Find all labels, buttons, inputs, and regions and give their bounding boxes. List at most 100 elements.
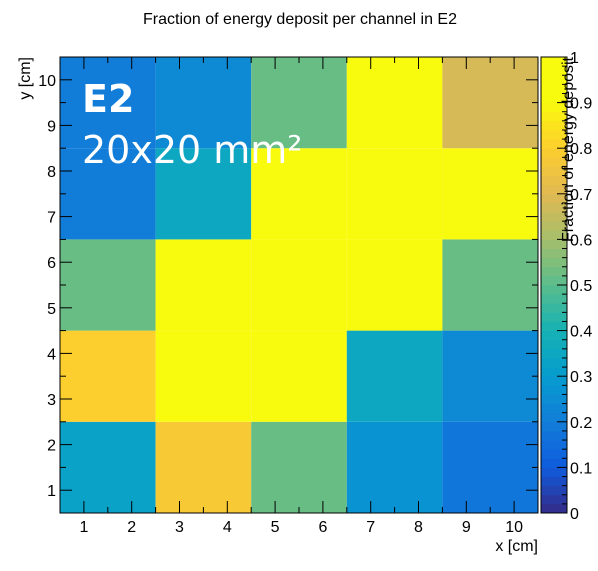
palette-band	[541, 120, 567, 131]
palette-band	[541, 166, 567, 176]
palette-band	[541, 476, 567, 487]
y-tick-label: 8	[47, 164, 56, 181]
heatmap-cell	[346, 239, 443, 331]
heatmap-cell	[442, 330, 538, 422]
palette-band	[541, 111, 567, 122]
heatmap-cell	[60, 239, 156, 331]
palette-band	[541, 157, 567, 167]
palette-band	[541, 339, 567, 350]
palette-band	[541, 275, 567, 286]
palette-band	[541, 449, 567, 459]
palette-band	[541, 193, 567, 204]
heatmap-cell	[251, 239, 347, 331]
z-tick-label: 0.8	[570, 141, 592, 158]
x-tick-label: 8	[414, 519, 423, 536]
heatmap-cell	[251, 148, 347, 240]
y-tick-label: 7	[47, 210, 56, 227]
palette-band	[541, 202, 567, 213]
heatmap-cell	[442, 57, 538, 149]
heatmap-cell	[155, 148, 252, 240]
heatmap-cell	[155, 421, 252, 513]
heatmap-cell	[60, 57, 156, 149]
x-tick-label: 7	[366, 519, 375, 536]
y-tick-label: 2	[47, 438, 56, 455]
heatmap-cell	[60, 421, 156, 513]
palette-band	[541, 93, 567, 103]
y-tick-label: 4	[47, 346, 56, 363]
z-tick-label: 0.2	[570, 415, 592, 432]
palette-band	[541, 385, 567, 395]
x-tick-label: 3	[175, 519, 184, 536]
y-axis-label: y [cm]	[17, 57, 34, 100]
palette-band	[541, 367, 567, 377]
heatmap-cell	[251, 330, 347, 422]
palette-band	[541, 357, 567, 368]
x-tick-label: 9	[462, 519, 471, 536]
palette-band	[541, 494, 567, 505]
heatmap-cell	[60, 148, 156, 240]
palette-band	[541, 129, 567, 140]
x-axis: 1 2 3 4 5 6 7 8 9 10	[59, 57, 539, 536]
palette-band	[541, 376, 567, 386]
palette-band	[541, 348, 567, 359]
palette-band	[541, 66, 567, 76]
heatmap-cell	[442, 421, 538, 513]
palette-band	[541, 321, 567, 331]
palette-band	[541, 175, 567, 186]
z-tick-label: 0.6	[570, 232, 592, 249]
palette-band	[541, 485, 567, 496]
palette-band	[541, 84, 567, 94]
y-tick-label: 10	[38, 73, 56, 90]
heatmap-cell	[346, 57, 443, 149]
x-tick-label: 2	[127, 519, 136, 536]
heatmap-cell	[442, 148, 538, 240]
palette-band	[541, 312, 567, 322]
z-tick-label: 0	[570, 506, 579, 523]
y-tick-label: 5	[47, 301, 56, 318]
y-axis: 1 2 3 4 5 6 7 8 9 10	[38, 56, 538, 514]
z-tick-label: 1	[570, 50, 579, 67]
detector-label: E2	[82, 77, 134, 121]
palette-band	[541, 257, 567, 268]
palette-band	[541, 230, 567, 240]
palette-band	[541, 75, 567, 85]
z-axis-label: Fraction of energy deposit	[560, 56, 577, 242]
palette-band	[541, 102, 567, 113]
palette-band	[541, 294, 567, 304]
palette-band	[541, 430, 567, 441]
heatmap-cells	[60, 57, 538, 513]
palette-band	[541, 221, 567, 231]
y-tick-label: 3	[47, 392, 56, 409]
palette-band	[541, 394, 567, 404]
palette-band	[541, 303, 567, 313]
heatmap-cell	[442, 239, 538, 331]
heatmap-cell	[346, 330, 443, 422]
z-tick-label: 0.5	[570, 278, 592, 295]
x-tick-label: 5	[271, 519, 280, 536]
palette-band	[541, 503, 567, 514]
x-tick-label: 10	[505, 519, 523, 536]
chart-title: Fraction of energy deposit per channel i…	[143, 11, 457, 28]
palette-band	[541, 440, 567, 450]
palette-band	[541, 266, 567, 277]
y-tick-label: 1	[47, 483, 56, 500]
palette-band	[541, 184, 567, 195]
heatmap-cell	[346, 421, 443, 513]
palette-band	[541, 285, 567, 295]
x-tick-label: 1	[79, 519, 88, 536]
z-tick-label: 0.9	[570, 96, 592, 113]
y-tick-label: 9	[47, 118, 56, 135]
palette-band	[541, 212, 567, 222]
z-tick-label: 0.3	[570, 369, 592, 386]
palette-band	[541, 148, 567, 158]
z-tick-label: 0.7	[570, 187, 592, 204]
color-palette	[540, 56, 568, 514]
size-label: 20x20 mm²	[82, 128, 303, 172]
heatmap-cell	[155, 330, 252, 422]
palette-band	[541, 403, 567, 414]
palette-band	[541, 458, 567, 468]
palette-band	[541, 467, 567, 477]
heatmap-cell	[155, 239, 252, 331]
palette-band	[541, 139, 567, 149]
